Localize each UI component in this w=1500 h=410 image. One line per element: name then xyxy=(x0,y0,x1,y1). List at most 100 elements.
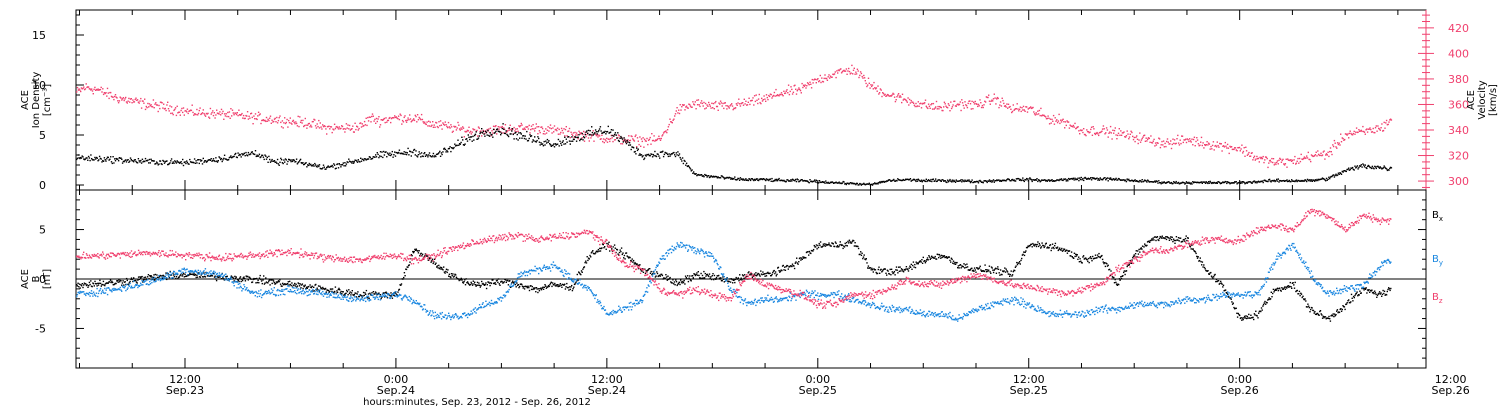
density-point xyxy=(710,175,712,177)
velocity-point xyxy=(1064,121,1067,123)
density-point xyxy=(1176,182,1178,184)
velocity-point xyxy=(946,107,949,109)
density-point xyxy=(272,160,274,162)
b-bx-point xyxy=(597,251,599,253)
b-bx-point xyxy=(992,269,994,271)
b-bx-point xyxy=(1101,254,1103,257)
b-bx-point xyxy=(511,282,513,284)
density-point xyxy=(689,167,691,169)
velocity-point xyxy=(1388,121,1390,123)
velocity-point xyxy=(428,120,430,122)
density-point xyxy=(1361,166,1363,168)
density-point xyxy=(354,159,356,161)
density-point xyxy=(651,153,653,156)
b-bx-point xyxy=(838,244,841,246)
density-point xyxy=(1279,179,1281,182)
b-bx-point xyxy=(918,261,920,263)
velocity-point xyxy=(90,89,92,91)
b-bx-point xyxy=(540,289,543,291)
velocity-point xyxy=(496,133,498,135)
b-bx-point xyxy=(985,271,988,273)
velocity-point xyxy=(1011,110,1014,113)
density-point xyxy=(233,155,235,158)
b-bx-point xyxy=(762,271,764,273)
velocity-point xyxy=(328,125,330,127)
density-point xyxy=(795,180,798,183)
velocity-point xyxy=(244,117,246,120)
density-point xyxy=(1188,181,1190,184)
velocity-point xyxy=(499,126,501,128)
velocity-point xyxy=(287,126,289,128)
b-bx-point xyxy=(177,277,179,280)
velocity-point xyxy=(1081,129,1083,131)
density-point xyxy=(290,160,292,163)
b-bx-point xyxy=(194,273,197,276)
velocity-point xyxy=(886,93,889,96)
velocity-point xyxy=(1353,130,1355,133)
b-bx-point xyxy=(626,255,628,257)
b-bx-point xyxy=(257,279,259,282)
density-point xyxy=(551,144,553,147)
velocity-point xyxy=(554,129,556,131)
velocity-point xyxy=(563,128,565,130)
density-point xyxy=(730,178,732,180)
density-point xyxy=(1246,182,1249,184)
b-bx-point xyxy=(548,285,550,288)
density-point xyxy=(738,179,741,181)
velocity-point xyxy=(372,115,374,117)
density-point xyxy=(936,180,938,182)
velocity-axis-label-line: [km/s] xyxy=(1488,84,1499,116)
density-point xyxy=(231,157,233,159)
density-point xyxy=(204,160,207,162)
density-point xyxy=(920,180,922,182)
density-point xyxy=(1335,173,1337,175)
b-bx-point xyxy=(618,251,621,254)
velocity-point xyxy=(950,101,952,103)
velocity-point xyxy=(1359,130,1362,132)
b-bx-point xyxy=(324,288,326,291)
velocity-point xyxy=(313,118,315,121)
density-point xyxy=(1167,181,1169,183)
b-bx-point xyxy=(324,287,327,290)
density-point xyxy=(131,159,133,162)
velocity-point xyxy=(88,88,91,90)
velocity-point xyxy=(651,133,653,135)
b-bx-point xyxy=(196,274,198,276)
velocity-point xyxy=(349,129,352,131)
velocity-point xyxy=(729,105,731,107)
velocity-point xyxy=(405,121,408,123)
density-point xyxy=(126,159,128,161)
b-bx-point xyxy=(118,281,121,283)
density-point xyxy=(564,136,566,138)
density-point xyxy=(796,178,798,180)
velocity-point xyxy=(733,107,735,109)
density-point xyxy=(337,167,340,169)
density-point xyxy=(250,153,252,155)
density-point xyxy=(430,155,432,158)
density-point xyxy=(571,136,573,138)
b-bx-point xyxy=(785,265,787,268)
density-point xyxy=(560,144,563,146)
density-point xyxy=(185,162,187,165)
velocity-point xyxy=(434,126,436,128)
b-bx-point xyxy=(1088,261,1090,264)
velocity-point xyxy=(614,139,617,141)
density-point xyxy=(1196,181,1199,183)
density-point xyxy=(1051,179,1053,181)
density-point xyxy=(504,132,507,135)
density-point xyxy=(973,181,975,184)
density-point xyxy=(259,156,261,159)
velocity-point xyxy=(1120,134,1123,136)
velocity-point xyxy=(659,137,661,140)
density-point xyxy=(469,136,472,138)
b-bx-point xyxy=(629,256,631,259)
velocity-point xyxy=(593,140,595,142)
density-point xyxy=(1232,182,1234,184)
b-bx-point xyxy=(530,288,533,291)
density-point xyxy=(787,179,789,181)
velocity-point xyxy=(1125,135,1128,137)
velocity-point xyxy=(272,121,274,123)
velocity-point xyxy=(91,90,94,92)
velocity-point xyxy=(455,129,458,131)
density-point xyxy=(412,151,414,154)
